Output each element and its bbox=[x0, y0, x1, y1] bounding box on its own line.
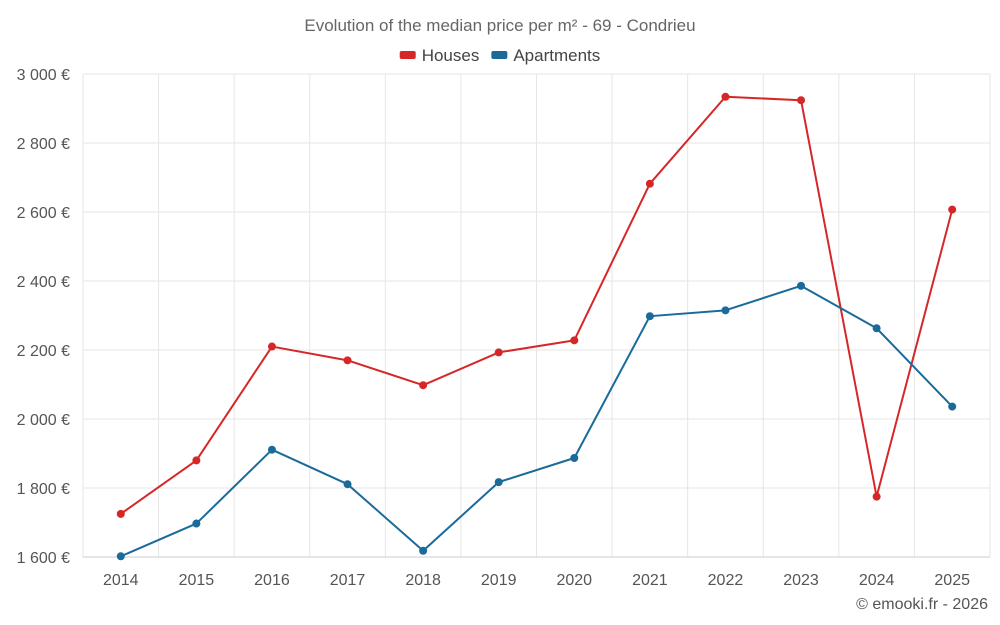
y-tick-label: 1 600 € bbox=[17, 550, 70, 567]
legend-item-houses[interactable]: Houses bbox=[399, 46, 480, 65]
data-point-apartments[interactable] bbox=[343, 480, 352, 489]
y-tick-label: 1 800 € bbox=[17, 481, 70, 498]
y-tick-label: 3 000 € bbox=[17, 67, 70, 84]
data-point-apartments[interactable] bbox=[797, 281, 806, 290]
x-tick-label: 2020 bbox=[556, 572, 592, 589]
series-houses bbox=[116, 92, 957, 518]
credit-text: © emooki.fr - 2026 bbox=[856, 596, 988, 613]
data-point-apartments[interactable] bbox=[948, 402, 957, 411]
legend-swatch bbox=[491, 51, 508, 59]
chart-title: Evolution of the median price per m² - 6… bbox=[304, 16, 695, 35]
data-point-houses[interactable] bbox=[570, 336, 579, 345]
data-point-houses[interactable] bbox=[797, 96, 806, 105]
data-point-houses[interactable] bbox=[872, 492, 881, 501]
data-point-houses[interactable] bbox=[267, 342, 276, 351]
data-point-apartments[interactable] bbox=[116, 552, 125, 561]
y-tick-label: 2 000 € bbox=[17, 412, 70, 429]
legend-item-apartments[interactable]: Apartments bbox=[491, 46, 600, 65]
x-tick-label: 2025 bbox=[934, 572, 970, 589]
legend[interactable]: Houses Apartments bbox=[399, 46, 601, 65]
data-point-houses[interactable] bbox=[721, 92, 730, 101]
grid bbox=[82, 73, 991, 558]
data-point-apartments[interactable] bbox=[192, 519, 201, 528]
x-tick-label: 2016 bbox=[254, 572, 290, 589]
series-line-houses bbox=[120, 95, 954, 515]
data-point-houses[interactable] bbox=[948, 205, 957, 214]
x-tick-label: 2017 bbox=[330, 572, 366, 589]
data-point-apartments[interactable] bbox=[267, 445, 276, 454]
x-tick-label: 2019 bbox=[481, 572, 517, 589]
data-point-apartments[interactable] bbox=[419, 546, 428, 555]
x-tick-label: 2022 bbox=[708, 572, 744, 589]
x-tick-label: 2023 bbox=[783, 572, 819, 589]
data-point-houses[interactable] bbox=[343, 356, 352, 365]
series-line-apartments bbox=[120, 284, 953, 558]
y-axis: 1 600 € 1 800 € 2 000 € 2 200 € 2 400 € 2 600… bbox=[17, 67, 70, 567]
y-tick-label: 2 200 € bbox=[17, 343, 70, 360]
data-point-apartments[interactable] bbox=[645, 312, 654, 321]
x-tick-label: 2014 bbox=[103, 572, 139, 589]
data-point-houses[interactable] bbox=[116, 509, 125, 518]
data-point-houses[interactable] bbox=[192, 456, 201, 465]
x-tick-label: 2015 bbox=[179, 572, 215, 589]
x-tick-label: 2024 bbox=[859, 572, 895, 589]
legend-label: Apartments bbox=[513, 46, 600, 65]
data-point-houses[interactable] bbox=[419, 381, 428, 390]
series-apartments bbox=[116, 281, 957, 561]
x-axis: 2014 2015 2016 2017 2018 2019 2020 2021 2022 2023… bbox=[103, 572, 970, 589]
legend-swatch bbox=[399, 51, 416, 59]
data-point-apartments[interactable] bbox=[570, 453, 579, 462]
data-point-houses[interactable] bbox=[645, 179, 654, 188]
series-group bbox=[116, 92, 957, 561]
y-tick-label: 2 600 € bbox=[17, 205, 70, 222]
data-point-apartments[interactable] bbox=[721, 306, 730, 315]
data-point-houses[interactable] bbox=[494, 348, 503, 357]
legend-label: Houses bbox=[422, 46, 480, 65]
y-tick-label: 2 800 € bbox=[17, 136, 70, 153]
x-tick-label: 2018 bbox=[405, 572, 441, 589]
y-tick-label: 2 400 € bbox=[17, 274, 70, 291]
data-point-apartments[interactable] bbox=[494, 478, 503, 487]
data-point-apartments[interactable] bbox=[872, 324, 881, 333]
x-tick-label: 2021 bbox=[632, 572, 668, 589]
